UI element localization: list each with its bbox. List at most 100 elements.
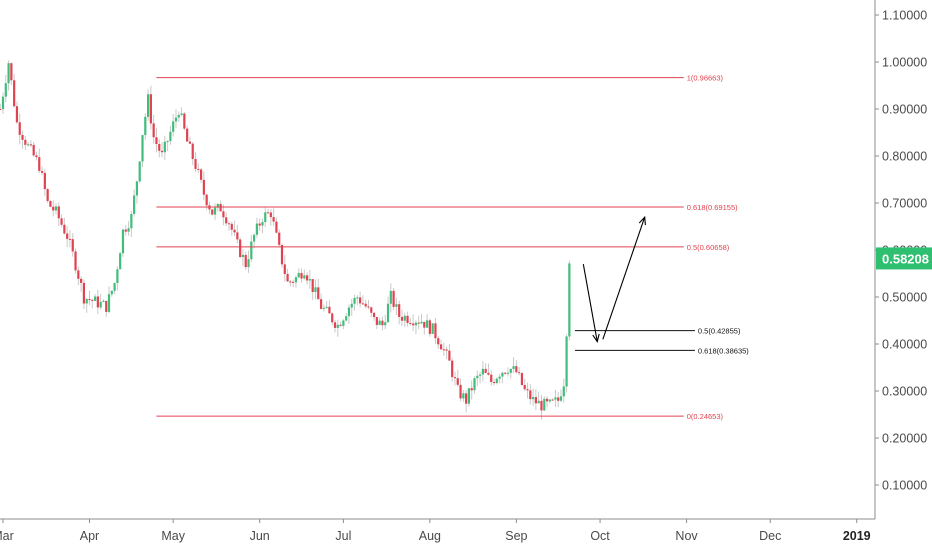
candle <box>35 152 38 161</box>
candle <box>518 367 521 376</box>
candle <box>169 125 172 145</box>
candle <box>283 255 286 282</box>
candle <box>308 270 311 289</box>
candle <box>470 380 473 400</box>
candle <box>534 388 537 411</box>
candle <box>18 113 21 145</box>
candle <box>372 312 376 321</box>
candle <box>77 266 80 286</box>
candle <box>155 128 158 153</box>
fib-level-red[interactable]: 0.5(0.60658) <box>156 243 730 252</box>
candle <box>367 299 370 310</box>
candle <box>532 388 535 406</box>
candle <box>559 389 563 403</box>
y-tick-label: 0.20000 <box>882 432 927 446</box>
arrow-shaft <box>602 216 646 340</box>
candle <box>520 372 524 387</box>
candle <box>21 130 24 149</box>
candle <box>384 314 387 330</box>
candle <box>1 92 5 114</box>
x-tick-label: May <box>161 529 185 543</box>
fib-label: 1(0.96663) <box>687 74 724 83</box>
candle <box>342 319 345 329</box>
candle <box>378 317 381 326</box>
candle <box>266 208 270 214</box>
candle <box>386 296 390 323</box>
candle <box>400 309 404 327</box>
candle <box>272 208 275 226</box>
fib-level-black[interactable]: 0.618(0.38635) <box>574 346 749 355</box>
candle <box>453 371 457 386</box>
candle <box>473 376 476 394</box>
candle <box>375 317 378 330</box>
candle <box>219 200 222 212</box>
candle <box>414 320 418 335</box>
candle <box>540 394 543 420</box>
candle <box>451 357 454 382</box>
candle <box>236 224 239 244</box>
candle <box>506 367 510 377</box>
candle <box>420 313 423 325</box>
candle <box>208 201 211 215</box>
candle <box>158 139 161 158</box>
candle <box>311 279 314 300</box>
candle <box>133 189 136 217</box>
candle <box>467 388 471 407</box>
candle <box>93 293 97 302</box>
candle <box>74 248 77 274</box>
candle <box>230 221 233 236</box>
candle <box>233 220 236 236</box>
candle <box>174 109 178 129</box>
candle <box>317 278 320 300</box>
time-axis[interactable]: Mar Apr May Jun Jul Aug Sep Oct Nov Dec 2019 <box>0 519 871 543</box>
x-tick-label: 2019 <box>843 529 871 543</box>
candle <box>7 60 10 91</box>
arrow[interactable] <box>582 264 600 343</box>
candle <box>54 203 58 215</box>
candle <box>244 251 247 271</box>
candle <box>445 346 448 359</box>
candle <box>88 290 91 306</box>
candle <box>24 135 27 150</box>
candle <box>138 160 141 184</box>
annotation-arrows[interactable] <box>582 215 646 343</box>
candle <box>425 314 429 328</box>
candle <box>403 312 406 327</box>
fib-level-red[interactable]: 0.618(0.69155) <box>156 203 738 212</box>
fibonacci-levels[interactable]: 1(0.96663) 0.618(0.69155) 0.5(0.60658) 0(0.… <box>156 74 749 421</box>
arrow[interactable] <box>602 215 646 340</box>
candle <box>119 251 122 270</box>
y-tick-label: 0.10000 <box>882 479 927 493</box>
x-tick-label: Aug <box>419 529 441 543</box>
candle <box>71 233 74 257</box>
candle <box>197 163 200 174</box>
candle <box>280 244 284 268</box>
candle <box>537 391 540 404</box>
candle <box>180 107 183 117</box>
y-tick-label: 0.90000 <box>882 103 927 117</box>
candle <box>456 369 459 387</box>
candle <box>85 298 88 313</box>
candle <box>113 282 116 295</box>
candle <box>448 343 451 361</box>
fib-level-black[interactable]: 0.5(0.42855) <box>574 327 741 336</box>
candle <box>289 279 292 287</box>
candle <box>347 304 351 324</box>
candle <box>339 321 342 327</box>
fib-level-red[interactable]: 1(0.96663) <box>156 74 724 83</box>
candle <box>554 389 557 408</box>
candle <box>412 314 415 332</box>
candle <box>345 313 348 322</box>
candle <box>476 370 479 386</box>
fib-level-red[interactable]: 0(0.24653) <box>156 412 724 421</box>
y-tick-label: 0.50000 <box>882 291 927 305</box>
candle <box>68 230 72 248</box>
candle <box>562 378 565 403</box>
x-tick-label: Sep <box>505 529 527 543</box>
candle <box>163 135 166 161</box>
y-tick-label: 0.30000 <box>882 385 927 399</box>
candle <box>80 276 83 292</box>
fib-label: 0.5(0.42855) <box>698 327 741 336</box>
candle <box>227 221 231 231</box>
